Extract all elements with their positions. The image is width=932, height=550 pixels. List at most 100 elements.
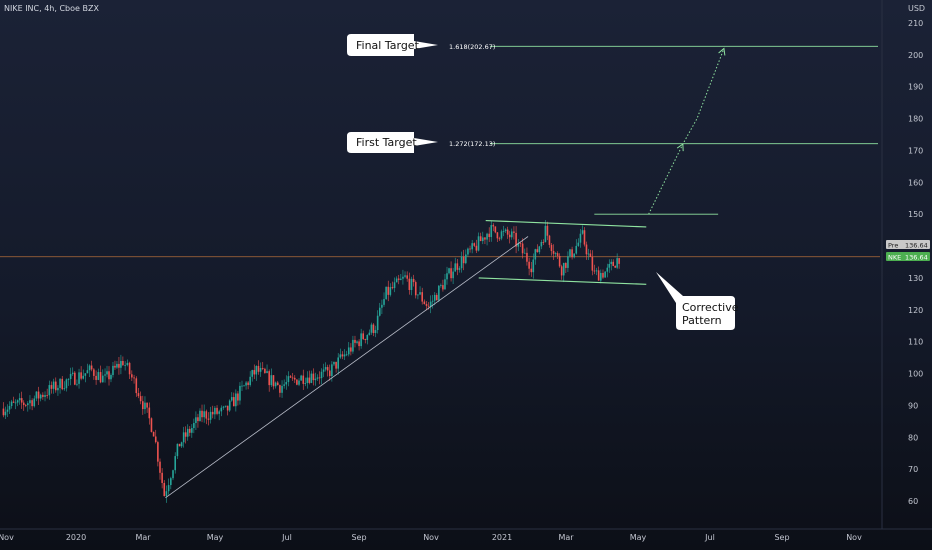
candle-body — [604, 271, 606, 278]
x-tick-label: Jul — [281, 533, 292, 542]
candle-body — [412, 278, 415, 283]
candle-body — [475, 245, 478, 251]
callout-final-target[interactable]: Final Target — [347, 34, 438, 56]
callout-first-target[interactable]: First Target — [347, 132, 438, 153]
candle-body — [460, 256, 463, 269]
candle-body — [550, 244, 553, 252]
candle-body — [86, 370, 89, 374]
candle-body — [255, 365, 258, 375]
candle-body — [320, 371, 323, 379]
candle-body — [391, 287, 394, 289]
pre-price-tag: Pre 136.64 — [886, 240, 930, 250]
currency-label: USD — [908, 4, 925, 13]
candle-body — [314, 378, 317, 381]
candle-body — [345, 354, 348, 356]
candle-body — [137, 393, 140, 397]
candle-body — [163, 482, 166, 497]
candle-body — [112, 365, 114, 375]
candle-body — [152, 431, 155, 437]
projection-arrow-first — [676, 143, 684, 152]
candle-body — [538, 246, 541, 253]
candle-body — [22, 402, 25, 406]
candle-body — [354, 339, 356, 343]
candle-body — [167, 485, 170, 492]
candle-body — [222, 406, 225, 408]
candle-body — [88, 365, 91, 371]
candle-body — [195, 417, 197, 424]
candle-body — [239, 385, 241, 401]
candle-body — [48, 385, 51, 396]
x-tick-label: Sep — [774, 533, 789, 542]
x-tick-label: May — [207, 533, 224, 542]
candle-body — [4, 411, 7, 416]
candle-body — [593, 270, 596, 272]
candle-body — [247, 382, 249, 385]
candle-body — [612, 261, 615, 266]
candle-body — [421, 292, 424, 302]
candle-body — [536, 249, 539, 253]
candle-body — [324, 367, 327, 370]
candle-body — [581, 230, 584, 234]
last-price-tag: NKE 136.64 — [886, 252, 930, 262]
candle-body — [360, 333, 362, 347]
candle-body — [287, 376, 290, 383]
candle-body — [272, 375, 275, 387]
candle-body — [124, 365, 126, 366]
candle-body — [608, 263, 611, 268]
candle-body — [534, 249, 537, 260]
candle-body — [473, 243, 476, 246]
candle-body — [276, 382, 279, 386]
y-tick-label: 130 — [908, 274, 923, 283]
callout-final-target-label: Final Target — [356, 39, 420, 52]
candle-body — [42, 394, 44, 397]
candle-body — [387, 286, 390, 295]
candle-body — [259, 367, 262, 372]
candle-body — [481, 237, 484, 242]
candle-body — [502, 231, 505, 232]
candle-body — [10, 401, 13, 407]
candle-body — [508, 234, 511, 238]
candle-body — [220, 407, 223, 412]
candle-body — [575, 245, 578, 254]
candle-body — [172, 470, 174, 479]
candle-body — [205, 411, 208, 419]
x-tick-label: Sep — [351, 533, 366, 542]
candle-body — [159, 461, 161, 473]
candle-body — [484, 237, 486, 240]
candle-body — [144, 402, 146, 410]
candle-body — [257, 365, 260, 372]
y-tick-label: 100 — [908, 370, 923, 379]
candle-body — [97, 372, 100, 380]
candle-body — [283, 384, 285, 386]
candle-body — [400, 278, 402, 280]
candle-body — [408, 278, 411, 290]
candle-body — [528, 261, 530, 269]
candle-body — [442, 285, 444, 290]
candle-body — [350, 347, 352, 352]
candle-body — [184, 432, 187, 437]
candle-body — [82, 375, 85, 379]
candle-body — [281, 385, 283, 393]
candle-body — [492, 225, 495, 227]
candle-body — [27, 403, 29, 406]
candle-body — [71, 372, 74, 374]
candle-body — [500, 231, 503, 239]
candle-body — [99, 372, 102, 383]
candle-body — [496, 232, 499, 239]
candle-body — [12, 401, 15, 403]
candle-body — [469, 248, 471, 250]
candle-body — [170, 478, 172, 486]
candle-body — [310, 373, 313, 383]
candle-body — [477, 236, 480, 251]
candle-body — [59, 378, 61, 388]
candle-body — [521, 243, 524, 254]
y-tick-label: 80 — [908, 433, 918, 442]
candle-body — [298, 380, 300, 385]
candle-body — [16, 400, 19, 403]
candle-body — [322, 369, 325, 372]
candle-body — [429, 301, 432, 307]
callout-corrective-pattern[interactable]: Corrective Pattern — [656, 272, 739, 330]
candle-body — [306, 377, 309, 383]
channel-upper-line — [485, 219, 647, 228]
